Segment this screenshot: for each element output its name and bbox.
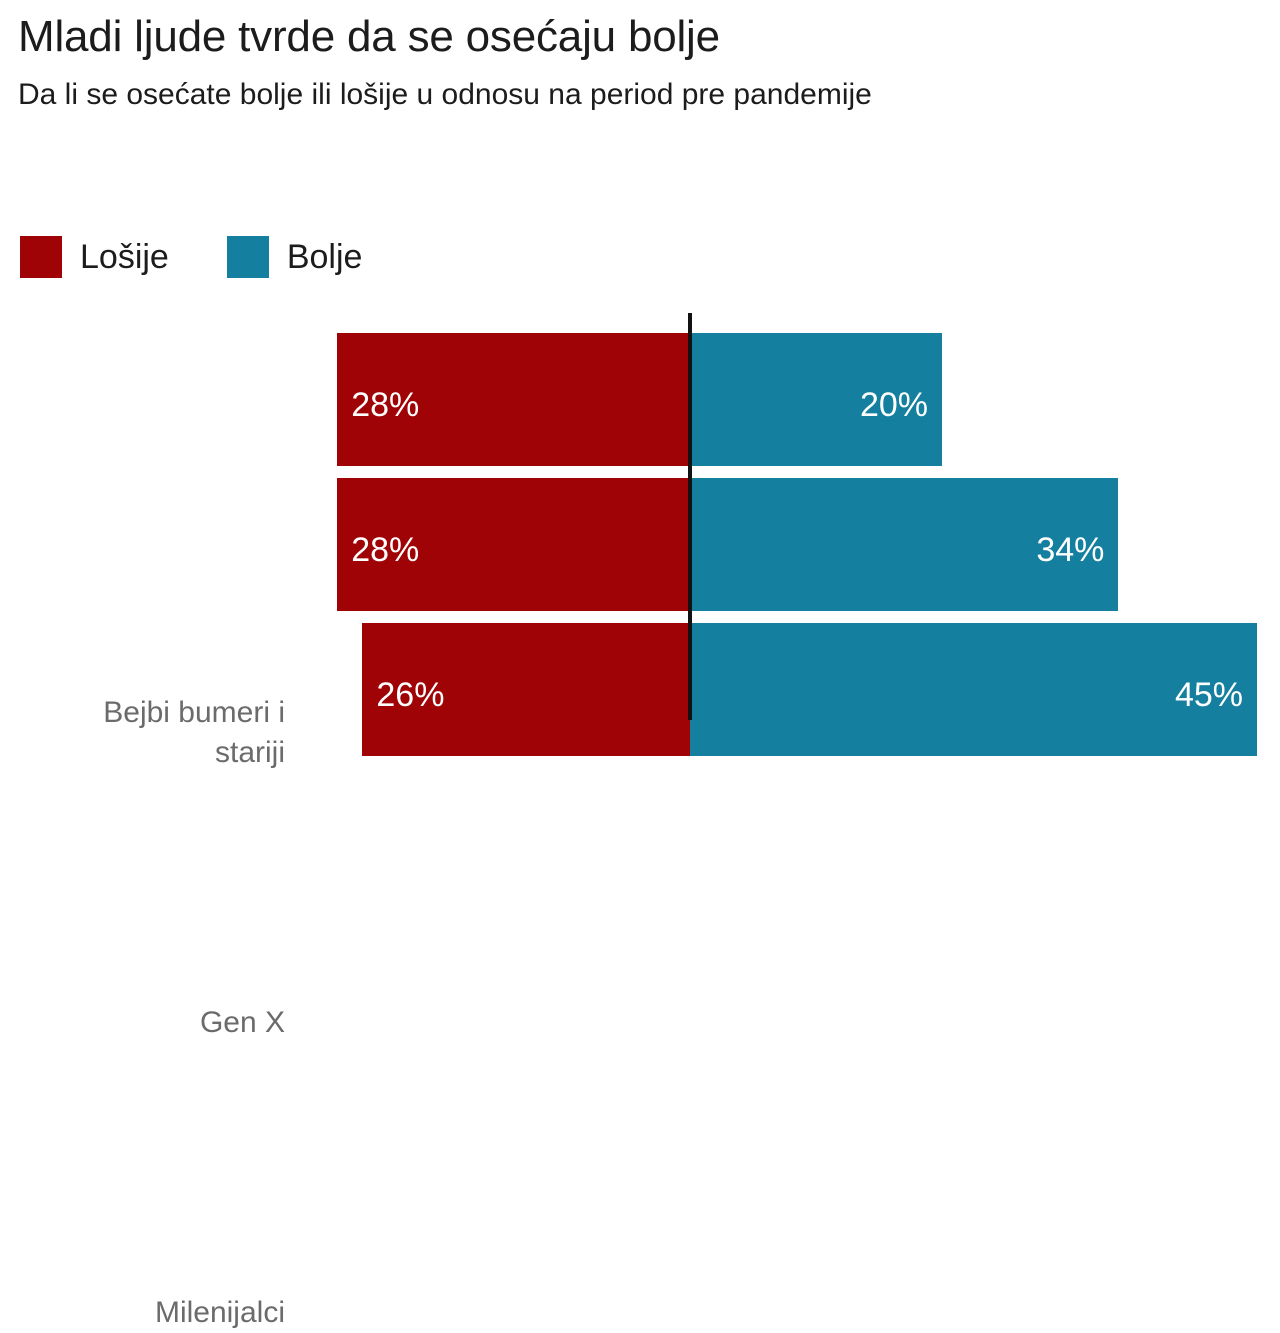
bar-worse[interactable]: 26% bbox=[362, 623, 690, 756]
bar-value-worse: 28% bbox=[351, 386, 420, 424]
chart-row: Milenijalci 26% 45% bbox=[0, 623, 1280, 1329]
bar-worse[interactable]: 28% bbox=[337, 333, 690, 466]
bar-value-worse: 26% bbox=[376, 676, 445, 714]
chart-row: Bejbi bumeri i stariji 28% 20% bbox=[0, 333, 1280, 769]
bar-better[interactable]: 20% bbox=[690, 333, 942, 466]
bar-value-worse: 28% bbox=[351, 531, 420, 569]
legend-swatch-better bbox=[226, 236, 269, 278]
chart-row: Gen X 28% 34% bbox=[0, 478, 1280, 1039]
bar-better[interactable]: 45% bbox=[690, 623, 1257, 756]
legend-label-better: Bolje bbox=[286, 238, 363, 276]
legend-item-better[interactable]: Bolje bbox=[226, 236, 363, 278]
chart-legend: Lošije Bolje bbox=[20, 236, 420, 278]
zero-axis-line bbox=[688, 313, 692, 720]
category-label: Gen X bbox=[0, 1003, 285, 1043]
bar-value-better: 34% bbox=[1036, 531, 1105, 569]
bar-value-better: 45% bbox=[1174, 676, 1243, 714]
chart-subtitle: Da li se osećate bolje ili lošije u odno… bbox=[18, 78, 872, 111]
category-label-line1: Milenijalci bbox=[154, 1295, 285, 1329]
category-label-line1: Gen X bbox=[199, 1005, 285, 1039]
bar-worse[interactable]: 28% bbox=[337, 478, 690, 611]
chart-page: Mladi ljude tvrde da se osećaju bolje Da… bbox=[0, 8, 1280, 1329]
bar-value-better: 20% bbox=[859, 386, 928, 424]
legend-item-worse[interactable]: Lošije bbox=[20, 236, 169, 278]
legend-label-worse: Lošije bbox=[80, 238, 169, 276]
page-title: Mladi ljude tvrde da se osećaju bolje bbox=[18, 12, 720, 61]
bar-better[interactable]: 34% bbox=[690, 478, 1119, 611]
plot-area: Bejbi bumeri i stariji 28% 20% Gen X 28%… bbox=[0, 313, 1280, 1329]
chart-header: Mladi ljude tvrde da se osećaju bolje Da… bbox=[18, 8, 1118, 116]
legend-swatch-worse bbox=[20, 236, 62, 278]
category-label: Milenijalci bbox=[0, 1293, 285, 1333]
